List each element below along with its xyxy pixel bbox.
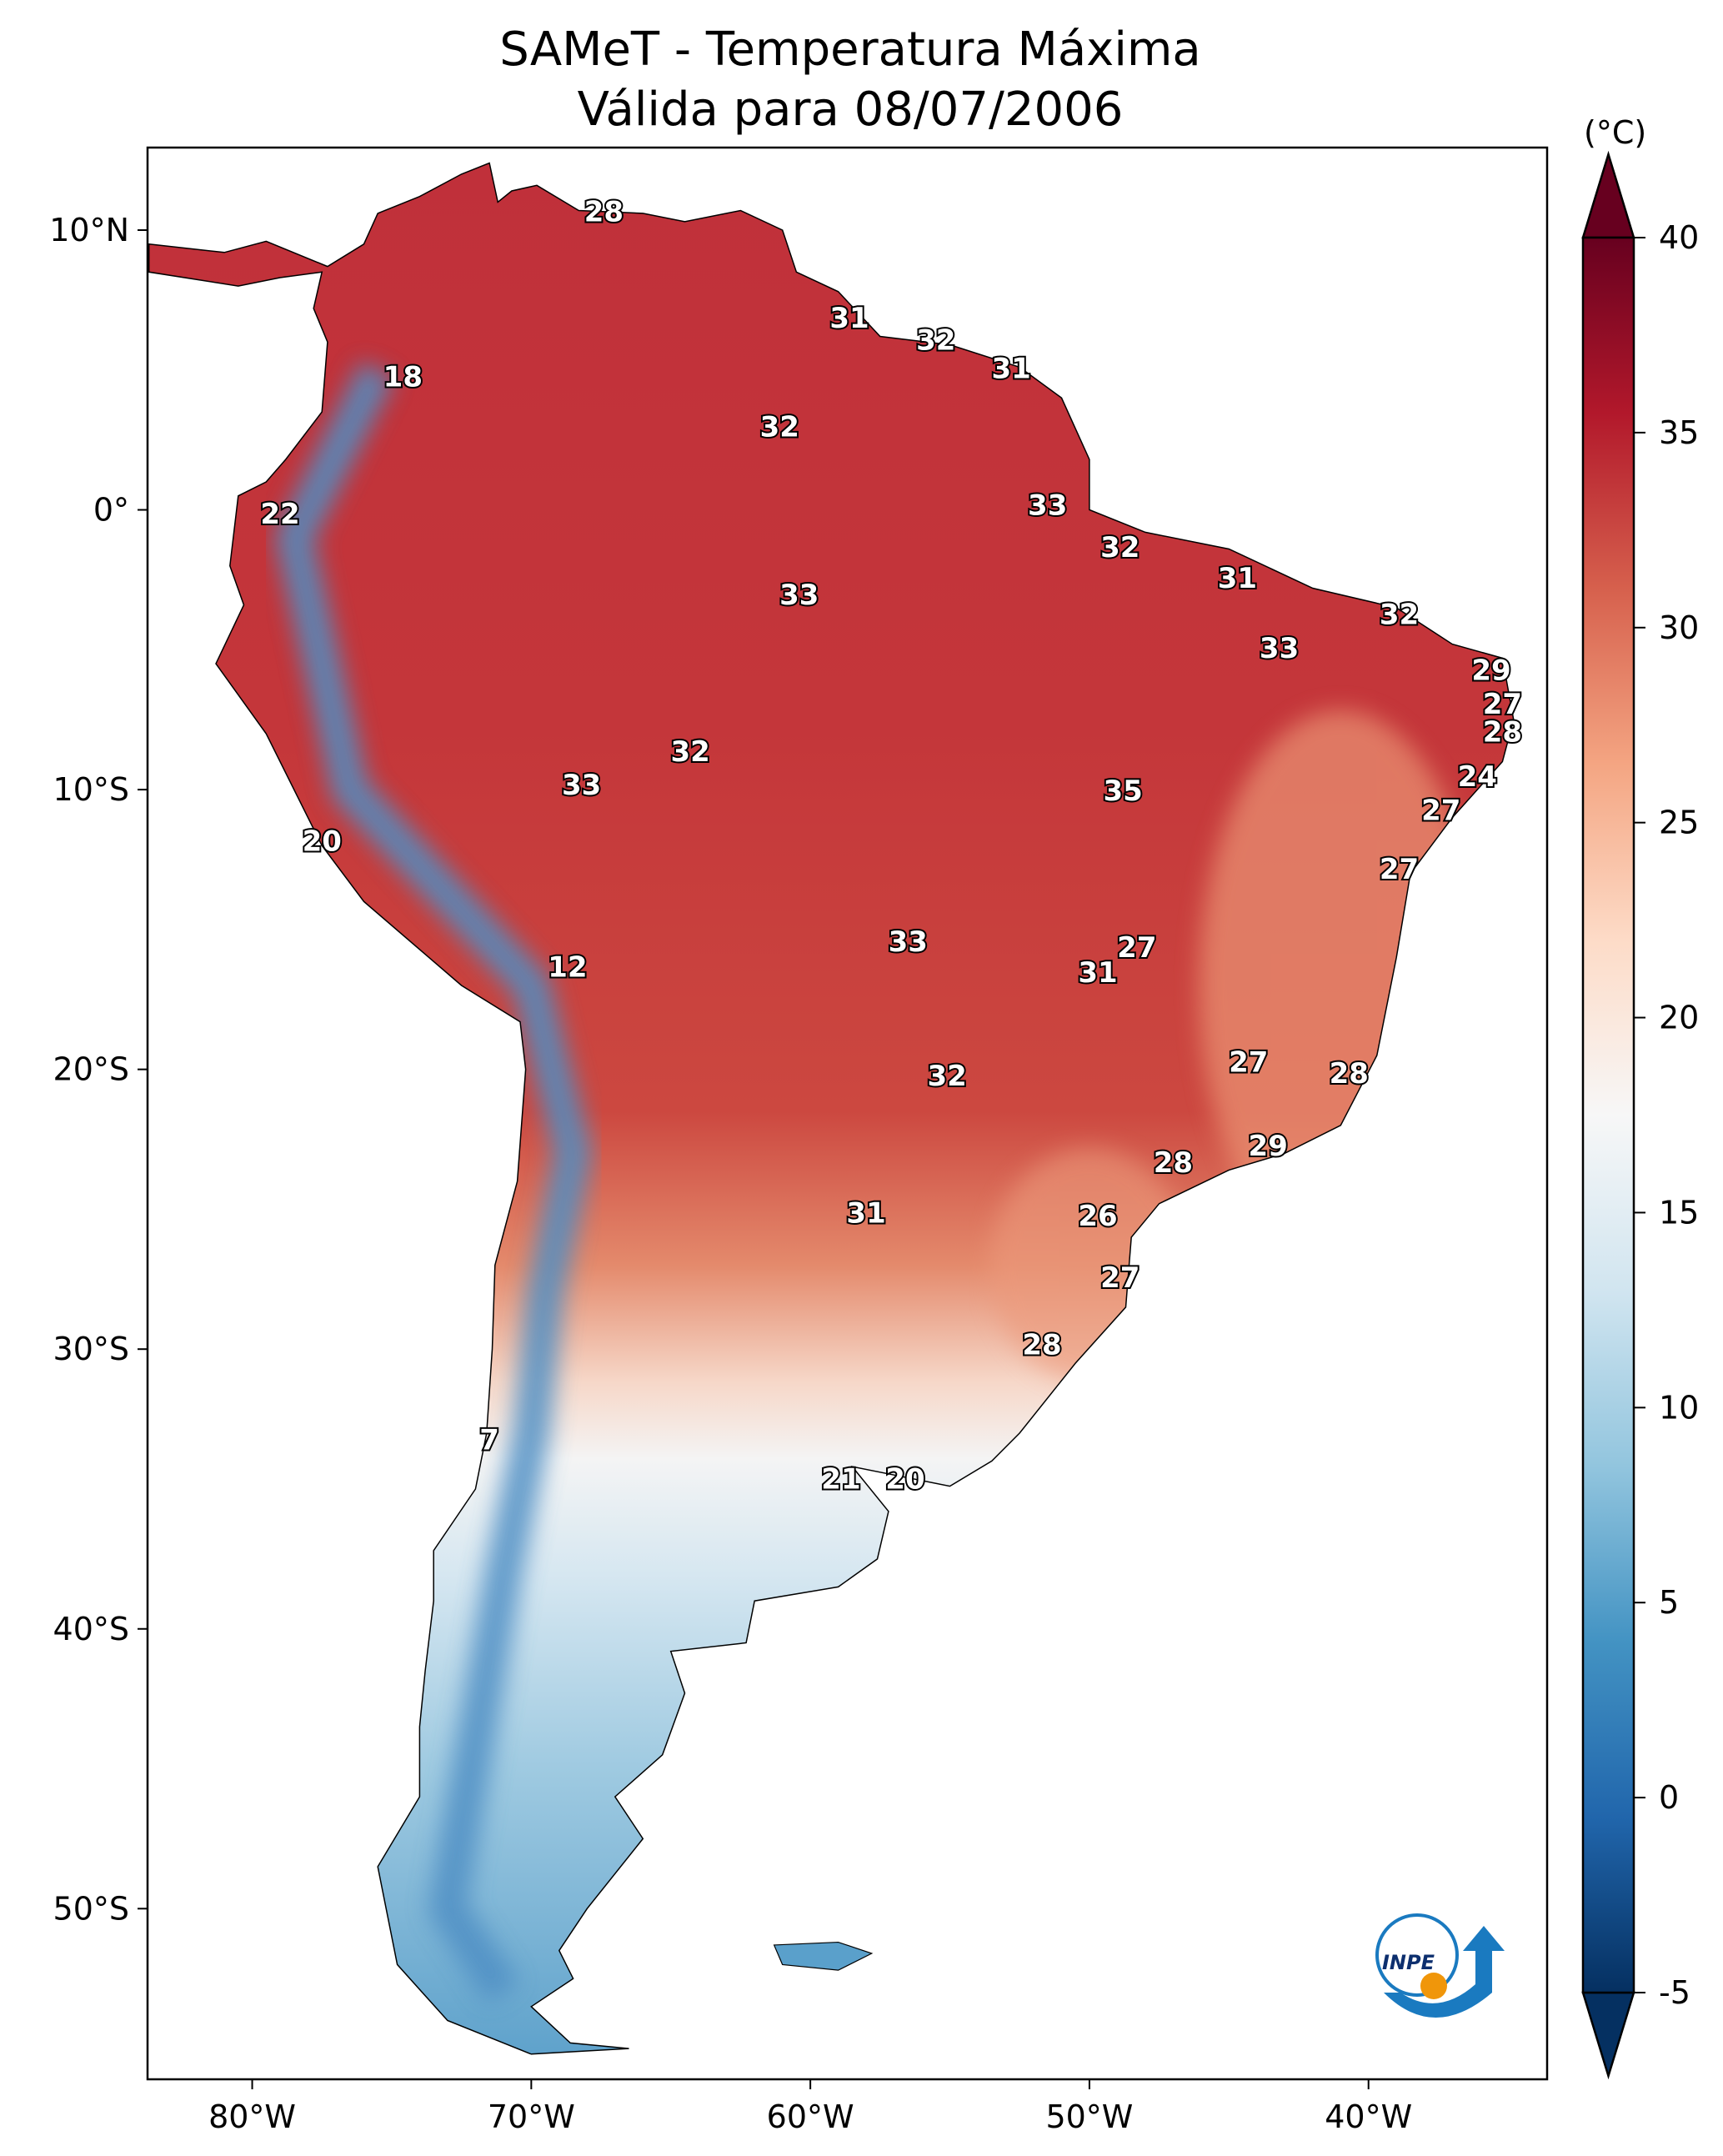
station-label: 32 <box>671 735 710 769</box>
station-label: 33 <box>1260 632 1299 665</box>
colorbar-tick-label: 15 <box>1659 1194 1699 1231</box>
station-label: 27 <box>1421 794 1460 827</box>
station-label: 24 <box>1458 760 1497 794</box>
logo-text: INPE <box>1382 1951 1435 1974</box>
station-label: 27 <box>1100 1261 1139 1295</box>
colorbar-tick-label: 35 <box>1659 414 1699 451</box>
station-label: 7 <box>479 1423 499 1457</box>
station-label: 31 <box>1078 956 1117 990</box>
station-label: 12 <box>548 950 587 984</box>
station-label: 20 <box>303 825 342 858</box>
station-label: 33 <box>889 925 928 959</box>
station-label: 27 <box>1380 853 1419 886</box>
y-tick-label: 10°N <box>49 212 129 248</box>
logo-arrow-icon <box>1384 1926 1505 2018</box>
station-label: 29 <box>1249 1130 1288 1163</box>
colorbar-tick-label: 40 <box>1659 219 1699 256</box>
colorbar-tick-label: 25 <box>1659 805 1699 841</box>
temperature-field <box>148 163 1514 2054</box>
colorbar-tick-label: 0 <box>1659 1779 1679 1816</box>
y-tick-label: 10°S <box>53 771 129 808</box>
station-label: 33 <box>1028 489 1067 523</box>
station-label: 31 <box>829 302 869 335</box>
y-tick-label: 0° <box>93 492 129 529</box>
station-label: 21 <box>821 1462 860 1496</box>
station-label: 28 <box>1330 1057 1369 1091</box>
colorbar-gradient <box>1581 236 1635 1994</box>
station-label: 28 <box>584 195 624 228</box>
colorbar-tick-label: 5 <box>1659 1584 1679 1621</box>
x-tick-label: 70°W <box>488 2098 575 2135</box>
station-label: 28 <box>1154 1146 1193 1180</box>
map-frame <box>146 146 1549 2081</box>
station-label: 31 <box>846 1197 885 1231</box>
axes: 80°W 70°W 60°W 50°W 40°W 10°N 0° 10°S 20°S 30°S 40… <box>49 212 1412 2135</box>
andes-cold-band <box>275 361 593 2003</box>
station-label: 20 <box>885 1462 924 1496</box>
station-label: 32 <box>928 1060 967 1093</box>
station-label: 29 <box>1471 654 1510 688</box>
colorbar-max-extend <box>1581 150 1635 239</box>
colorbar: (°C) -5 0 5 10 15 20 25 30 35 40 <box>1581 114 1699 2080</box>
chart-title-line2: Válida para 08/07/2006 <box>578 83 1124 137</box>
station-label: 33 <box>779 579 819 612</box>
coastline <box>148 162 1515 2055</box>
x-tick-label: 40°W <box>1325 2098 1412 2135</box>
station-label: 26 <box>1078 1200 1117 1233</box>
station-label: 22 <box>260 498 299 531</box>
station-label: 18 <box>383 360 423 394</box>
colorbar-tick-label: 20 <box>1659 1000 1699 1036</box>
station-label: 31 <box>992 352 1031 385</box>
map-area <box>148 162 1515 2055</box>
station-label: 27 <box>1117 931 1156 965</box>
colorbar-min-extend <box>1581 1991 1635 2080</box>
station-label: 28 <box>1022 1328 1061 1361</box>
colorbar-tick-label: 10 <box>1659 1389 1699 1426</box>
y-tick-label: 50°S <box>53 1890 129 1927</box>
falkland-islands <box>773 1941 874 1971</box>
logo-ring <box>1375 1913 1459 1997</box>
y-tick-label: 30°S <box>53 1331 129 1367</box>
inpe-logo: INPE <box>1375 1913 1505 2018</box>
station-label: 27 <box>1483 688 1522 721</box>
station-label: 32 <box>1100 531 1139 564</box>
x-tick-label: 50°W <box>1045 2098 1133 2135</box>
station-label: 28 <box>1483 715 1522 749</box>
x-tick-label: 60°W <box>767 2098 854 2135</box>
station-label: 32 <box>760 411 799 444</box>
logo-orange-dot <box>1420 1973 1447 1999</box>
colorbar-tick-label: -5 <box>1659 1974 1690 2011</box>
station-label: 31 <box>1218 562 1257 595</box>
colorbar-unit-label: (°C) <box>1584 114 1646 151</box>
y-tick-label: 20°S <box>53 1051 129 1088</box>
station-label: 32 <box>916 324 955 358</box>
coastal-warm-zone <box>1199 709 1483 1261</box>
x-tick-label: 80°W <box>208 2098 296 2135</box>
station-label: 32 <box>1380 599 1419 632</box>
colorbar-tick-label: 30 <box>1659 609 1699 646</box>
y-tick-label: 40°S <box>53 1611 129 1647</box>
station-label: 35 <box>1103 775 1142 808</box>
station-label: 27 <box>1229 1045 1268 1079</box>
chart-title-line1: SAMeT - Temperatura Máxima <box>499 23 1201 77</box>
station-label: 33 <box>562 769 601 802</box>
